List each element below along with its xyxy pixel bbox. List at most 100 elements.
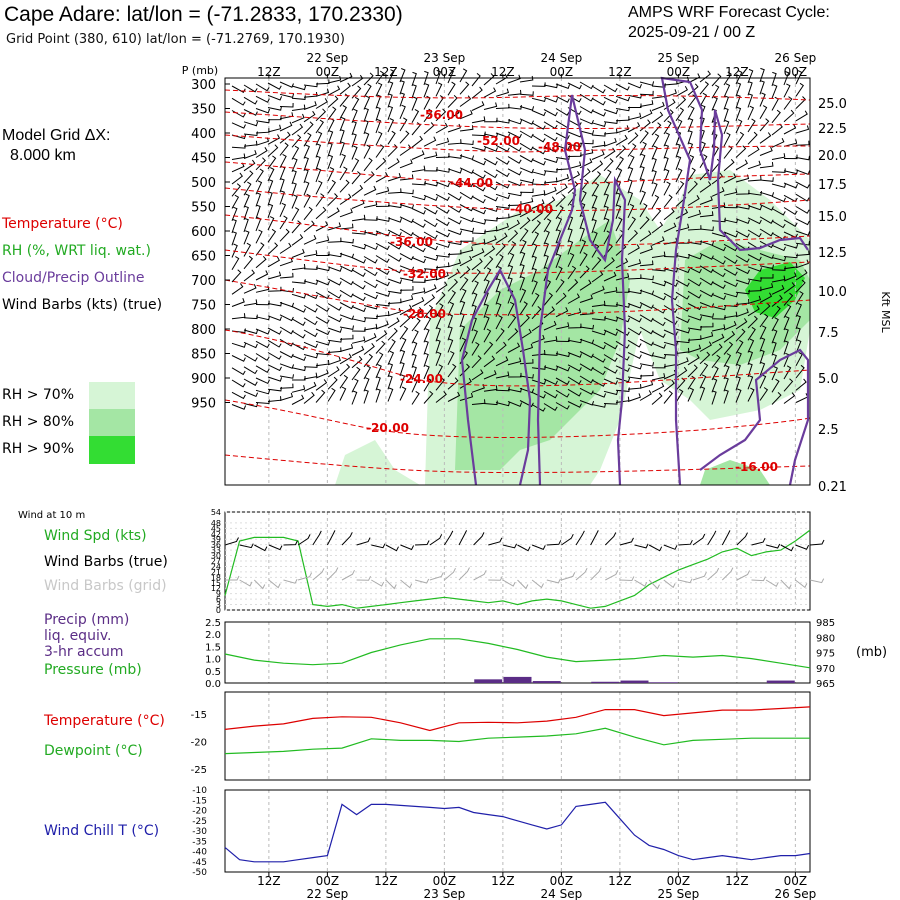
- wind-barb: [507, 105, 522, 110]
- temperature-contour-label: -28.00: [403, 307, 446, 321]
- wind-barb: [795, 314, 801, 330]
- time-tick-label-bottom: 12Z: [257, 874, 281, 888]
- wind-barb: [447, 180, 462, 188]
- wind-barb-grid: [721, 567, 734, 581]
- wind-barb: [243, 205, 249, 220]
- wind-barb: [783, 219, 798, 227]
- wind-barb: [423, 390, 434, 404]
- wind-barb: [447, 154, 462, 159]
- wind-barb: [231, 183, 242, 197]
- wind-barb: [591, 97, 606, 106]
- precip-tick-label: 1.0: [205, 655, 221, 666]
- wind-barb: [735, 131, 745, 146]
- wind-barb-true: [575, 530, 585, 546]
- wind-barb: [747, 387, 755, 402]
- wind-speed-tick-label: 0: [216, 606, 221, 615]
- wind-barb: [531, 122, 546, 130]
- wind-barb: [339, 153, 346, 169]
- wind-barb: [760, 274, 774, 279]
- wind-barb: [387, 105, 394, 120]
- wind-barb: [315, 389, 326, 403]
- wind-barb: [711, 108, 717, 123]
- wind-barb: [603, 302, 618, 307]
- wind-barb: [231, 218, 237, 234]
- cross-section-frame: [224, 77, 811, 486]
- wind-barb: [555, 266, 563, 281]
- wind-barb: [363, 185, 377, 196]
- wind-barb: [723, 120, 730, 135]
- wind-barb: [711, 333, 725, 344]
- wind-barb: [399, 144, 412, 156]
- wind-barb: [603, 390, 619, 396]
- temperature-contour-label: -16.00: [735, 460, 778, 474]
- wind-barb-grid: [707, 567, 720, 581]
- wind-barb: [387, 298, 402, 304]
- wind-barb: [675, 180, 685, 195]
- wind-barb: [255, 180, 263, 195]
- windchill-tick-label: -40: [192, 848, 207, 858]
- wind-barb: [231, 313, 246, 320]
- wind-barb: [639, 81, 655, 86]
- wind-barb: [507, 241, 517, 255]
- wind-barb: [447, 81, 456, 96]
- wind-barb: [699, 374, 707, 389]
- wind-barb: [531, 171, 547, 176]
- wind-barb: [675, 239, 690, 244]
- wind-barb: [519, 178, 535, 184]
- wind-barb: [411, 268, 427, 274]
- cloud-outline: [660, 76, 809, 486]
- wind-barb: [375, 242, 390, 251]
- wind-barb: [423, 328, 430, 343]
- wind-barb: [675, 304, 690, 312]
- dewpoint-line: [224, 727, 810, 755]
- wind-barb-true: [590, 530, 599, 546]
- wind-barb: [699, 196, 713, 205]
- wind-barb: [339, 386, 347, 401]
- wind-barb: [795, 155, 810, 161]
- wind-barb: [555, 174, 570, 183]
- wind-barb: [291, 194, 298, 209]
- legend-temperature: Temperature (°C): [2, 216, 123, 232]
- wind-barb: [555, 205, 564, 220]
- wind-barb: [795, 206, 810, 214]
- wind-barb: [267, 203, 274, 218]
- wind-barb: [243, 366, 258, 375]
- wind-barb: [771, 220, 786, 229]
- wind-barb: [243, 378, 258, 386]
- wind-barb-true: [502, 543, 518, 549]
- wind-barb: [519, 167, 534, 174]
- wind-barb: [531, 280, 538, 295]
- time-tick-label: 00Z: [784, 65, 808, 79]
- wind-barb: [267, 124, 282, 133]
- wind-barb-true: [473, 532, 485, 546]
- wind-barb: [339, 93, 349, 107]
- wind-barb: [495, 193, 511, 200]
- wind-barb: [783, 70, 790, 86]
- wind-barb: [591, 342, 606, 350]
- wind-barb: [339, 166, 348, 181]
- wind-barb: [507, 328, 519, 341]
- wind-barb: [231, 243, 238, 258]
- wind-barb: [603, 158, 614, 172]
- legend-temperature-sfc: Temperature (°C): [44, 713, 165, 729]
- wind-barb: [435, 82, 443, 97]
- wind-barb: [687, 303, 702, 311]
- wind-barb: [327, 387, 336, 402]
- wind-barb: [555, 322, 570, 330]
- wind-barb: [459, 266, 471, 279]
- wind-barb: [447, 240, 462, 246]
- wind-barb: [363, 72, 374, 86]
- wind-barb: [411, 232, 426, 241]
- wind-barb: [267, 94, 283, 101]
- wind-barb: [735, 119, 743, 134]
- wind-barb: [471, 146, 487, 152]
- windchill-tick-label: -20: [192, 807, 207, 817]
- wind-barb: [471, 171, 486, 179]
- wind-barb: [315, 119, 324, 134]
- wind-barb: [327, 303, 342, 311]
- wind-barb: [483, 158, 498, 166]
- wind-barb: [615, 134, 628, 146]
- wind-barb: [351, 378, 359, 393]
- wind-barb: [543, 320, 557, 331]
